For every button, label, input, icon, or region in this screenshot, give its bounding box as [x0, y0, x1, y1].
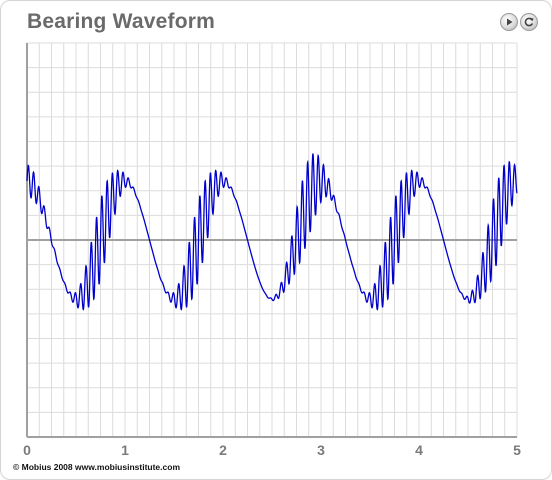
x-tick-label: 5	[513, 442, 521, 458]
reset-icon	[524, 17, 534, 27]
play-icon	[507, 18, 513, 26]
x-tick-label: 2	[219, 442, 227, 458]
play-button[interactable]	[500, 13, 518, 31]
x-tick-label: 0	[23, 442, 31, 458]
x-axis-ticks: 0 1 2 3 4 5	[23, 442, 521, 458]
copyright-text: © Mobius 2008 www.mobiusinstitute.com	[13, 462, 180, 472]
x-tick-label: 3	[317, 442, 325, 458]
reset-button[interactable]	[520, 13, 538, 31]
chart-title: Bearing Waveform	[27, 10, 215, 33]
x-tick-label: 4	[415, 442, 423, 458]
series-line	[26, 153, 518, 311]
x-tick-label: 1	[121, 442, 129, 458]
